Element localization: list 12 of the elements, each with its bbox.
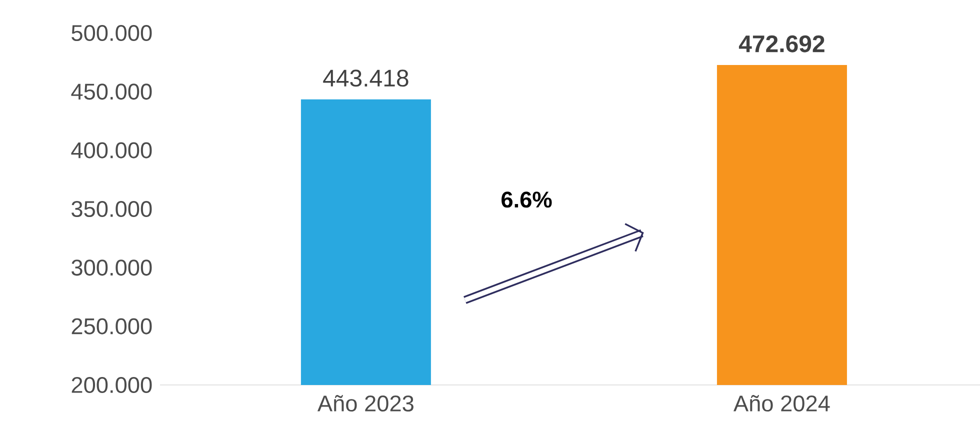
- y-tick-label: 400.000: [71, 142, 152, 158]
- y-tick-label: 250.000: [72, 318, 152, 334]
- data-label: 443.418: [323, 70, 408, 87]
- y-tick-label: 450.000: [71, 84, 152, 100]
- y-tick-label: 200.000: [72, 376, 152, 394]
- x-tick-label: Año 2024: [733, 395, 830, 412]
- annotation: 6.6%: [502, 192, 552, 208]
- y-tick-label: 350.000: [72, 200, 152, 218]
- x-tick-label: Año 2023: [317, 395, 414, 412]
- y-tick-label: 500.000: [72, 24, 152, 42]
- y-tick-label: 300.000: [72, 260, 152, 276]
- data-label: 472.692: [738, 35, 824, 52]
